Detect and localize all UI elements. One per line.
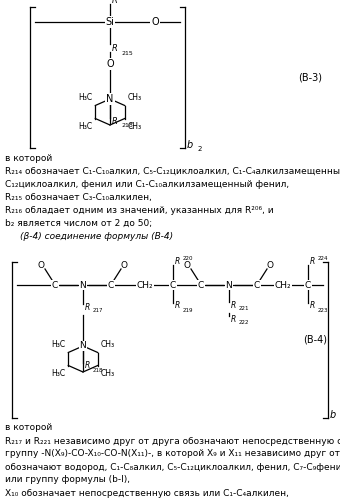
Text: CH₃: CH₃ bbox=[101, 340, 115, 349]
Text: H₃C: H₃C bbox=[51, 340, 65, 349]
Text: R₂₁₆ обладает одним из значений, указанных для R²⁰⁶, и: R₂₁₆ обладает одним из значений, указанн… bbox=[5, 206, 274, 215]
Text: O: O bbox=[184, 261, 190, 270]
Text: 221: 221 bbox=[239, 306, 250, 311]
Text: 2: 2 bbox=[198, 146, 202, 152]
Text: O: O bbox=[37, 261, 45, 270]
Text: R₂₁₇ и R₂₂₁ независимо друг от друга обозначают непосредственную связь или: R₂₁₇ и R₂₂₁ независимо друг от друга обо… bbox=[5, 437, 340, 446]
Text: H₃C: H₃C bbox=[51, 369, 65, 378]
Text: b₂ является числом от 2 до 50;: b₂ является числом от 2 до 50; bbox=[5, 219, 152, 228]
Text: R: R bbox=[112, 43, 118, 52]
Text: O: O bbox=[151, 17, 159, 27]
Text: CH₃: CH₃ bbox=[101, 369, 115, 378]
Text: 215: 215 bbox=[121, 50, 133, 55]
Text: R₂₁₄ обозначает C₁-C₁₀алкил, C₅-C₁₂циклоалкил, C₁-C₄алкилзамещенный C₅-: R₂₁₄ обозначает C₁-C₁₀алкил, C₅-C₁₂цикло… bbox=[5, 167, 340, 176]
Text: O: O bbox=[267, 261, 273, 270]
Text: в которой: в которой bbox=[5, 424, 52, 433]
Text: (B-3): (B-3) bbox=[298, 72, 322, 82]
Text: N: N bbox=[106, 94, 114, 104]
Text: обозначают водород, C₁-C₈алкил, C₅-C₁₂циклоалкил, фенил, C₇-C₉фенилалкил: обозначают водород, C₁-C₈алкил, C₅-C₁₂ци… bbox=[5, 463, 340, 472]
Text: 220: 220 bbox=[183, 255, 193, 260]
Text: X₁₀ обозначает непосредственную связь или C₁-C₄алкилен,: X₁₀ обозначает непосредственную связь ил… bbox=[5, 489, 289, 498]
Text: R: R bbox=[310, 301, 315, 310]
Text: b: b bbox=[330, 410, 336, 420]
Text: Si: Si bbox=[105, 17, 115, 27]
Text: 222: 222 bbox=[239, 320, 250, 325]
Text: (β-4) соединение формулы (B-4): (β-4) соединение формулы (B-4) bbox=[20, 232, 173, 241]
Text: R: R bbox=[112, 116, 118, 126]
Text: O: O bbox=[120, 261, 128, 270]
Text: C: C bbox=[254, 280, 260, 289]
Text: H₃C: H₃C bbox=[78, 122, 92, 131]
Text: группу -N(X₉)-CO-X₁₀-CO-N(X₁₁)-, в которой X₉ и X₁₁ независимо друг от друга: группу -N(X₉)-CO-X₁₀-CO-N(X₁₁)-, в котор… bbox=[5, 450, 340, 459]
Text: C: C bbox=[305, 280, 311, 289]
Text: или группу формулы (b-I),: или группу формулы (b-I), bbox=[5, 476, 130, 485]
Text: N: N bbox=[80, 341, 86, 350]
Text: C: C bbox=[108, 280, 114, 289]
Text: R: R bbox=[231, 300, 236, 309]
Text: в которой: в которой bbox=[5, 154, 52, 163]
Text: b: b bbox=[187, 140, 193, 150]
Text: C: C bbox=[198, 280, 204, 289]
Text: C: C bbox=[170, 280, 176, 289]
Text: R: R bbox=[310, 257, 315, 266]
Text: N: N bbox=[226, 280, 232, 289]
Text: H₃C: H₃C bbox=[78, 93, 92, 102]
Text: C: C bbox=[52, 280, 58, 289]
Text: R₂₁₅ обозначает C₃-C₁₀алкилен,: R₂₁₅ обозначает C₃-C₁₀алкилен, bbox=[5, 193, 152, 202]
Text: 218: 218 bbox=[121, 122, 133, 128]
Text: 217: 217 bbox=[93, 308, 103, 313]
Text: R: R bbox=[85, 302, 90, 311]
Text: 223: 223 bbox=[318, 307, 328, 312]
Text: R: R bbox=[85, 361, 90, 370]
Text: O: O bbox=[106, 59, 114, 69]
Text: CH₂: CH₂ bbox=[137, 280, 153, 289]
Text: (B-4): (B-4) bbox=[303, 335, 327, 345]
Text: 219: 219 bbox=[183, 307, 193, 312]
Text: R: R bbox=[175, 301, 180, 310]
Text: R: R bbox=[112, 0, 118, 4]
Text: 218: 218 bbox=[93, 367, 103, 372]
Text: 224: 224 bbox=[318, 255, 328, 260]
Text: C₁₂циклоалкил, фенил или C₁-C₁₀алкилзамещенный фенил,: C₁₂циклоалкил, фенил или C₁-C₁₀алкилзаме… bbox=[5, 180, 289, 189]
Text: N: N bbox=[80, 280, 86, 289]
Text: R: R bbox=[175, 257, 180, 266]
Text: CH₃: CH₃ bbox=[128, 93, 142, 102]
Text: R: R bbox=[231, 314, 236, 323]
Text: CH₃: CH₃ bbox=[128, 122, 142, 131]
Text: CH₂: CH₂ bbox=[275, 280, 291, 289]
